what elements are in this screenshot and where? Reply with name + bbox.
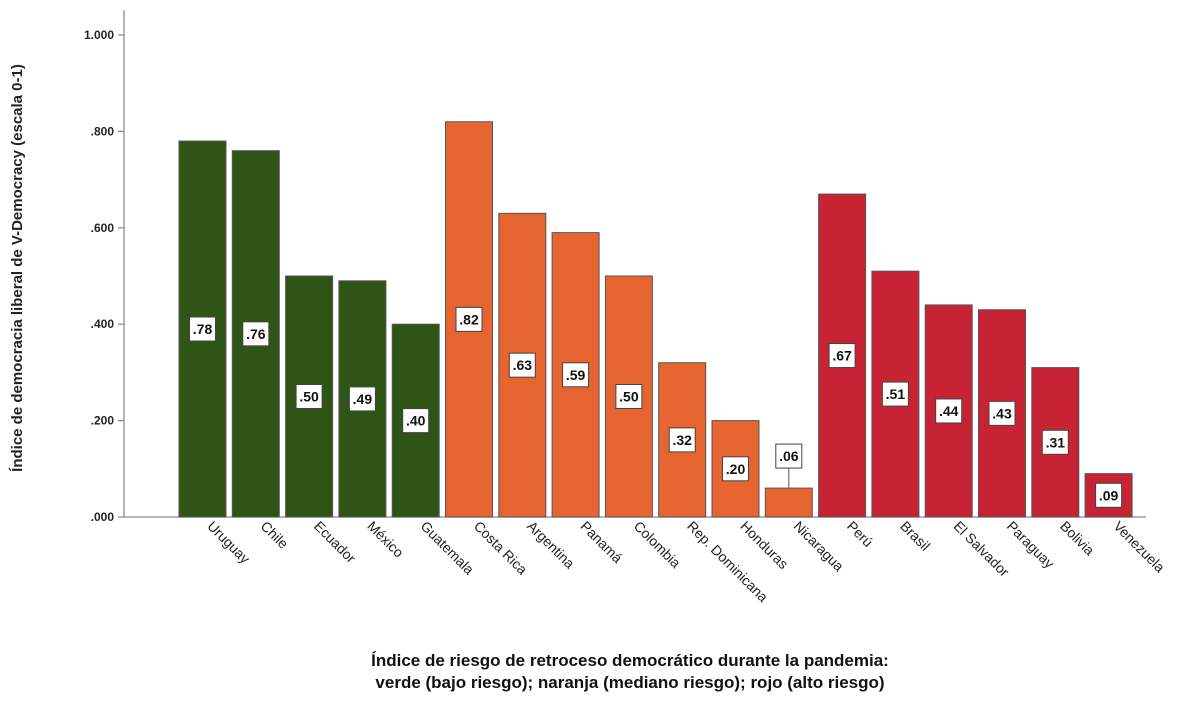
bar <box>764 487 813 518</box>
category-label: Brasil <box>897 518 933 554</box>
bars <box>178 121 1133 518</box>
data-label: .43 <box>992 405 1012 421</box>
data-label-box <box>1095 482 1123 508</box>
category-label: Nicaragua <box>791 518 848 575</box>
x-axis-title-line-2: verde (bajo riesgo); naranja (mediano ri… <box>375 673 885 692</box>
data-label-box <box>508 352 536 378</box>
data-label-box <box>295 384 323 409</box>
data-label: .76 <box>246 326 266 342</box>
category-label: Panamá <box>577 518 625 566</box>
data-label: .51 <box>886 386 906 402</box>
data-label-box <box>775 443 803 469</box>
data-label-box <box>881 381 909 407</box>
data-label: .09 <box>1099 487 1119 503</box>
data-label-box <box>1041 429 1069 455</box>
category-label: El Salvador <box>951 518 1013 580</box>
category-label: Costa Rica <box>471 518 531 578</box>
data-label-box <box>348 386 376 412</box>
data-label: .78 <box>193 321 213 337</box>
y-tick-label: .800 <box>91 124 115 138</box>
category-label: Honduras <box>737 518 791 572</box>
data-label: .82 <box>459 311 479 327</box>
data-label-box <box>988 400 1016 426</box>
y-tick-label: .600 <box>91 221 115 235</box>
y-tick-label: .000 <box>91 510 115 524</box>
data-label-box <box>615 384 643 409</box>
data-label-box <box>828 343 856 369</box>
data-label-box <box>402 408 430 434</box>
data-label: .32 <box>672 432 692 448</box>
data-label-box <box>668 427 696 453</box>
data-label: .50 <box>299 389 319 405</box>
y-tick-label: 1.000 <box>84 28 114 42</box>
data-label: .40 <box>406 413 426 429</box>
category-label: Bolivia <box>1057 518 1098 559</box>
category-label: Guatemala <box>418 518 478 578</box>
category-label: Venezuela <box>1110 518 1168 576</box>
y-axis-title: Índice de democracia liberal de V-Democr… <box>9 64 26 472</box>
data-label: .20 <box>726 461 746 477</box>
x-axis-categories: Uruguay Chile Ecuador México GuatemalaCosta … <box>204 518 1168 605</box>
category-label: Chile <box>258 518 292 552</box>
data-label: .31 <box>1046 434 1066 450</box>
data-label: .44 <box>939 403 959 419</box>
data-labels: .78 .76 .50 .49 .40 .82 .63 .59 .50 .32 .20 .06 .67.… <box>189 306 1123 508</box>
data-label: .67 <box>832 348 852 364</box>
data-label: .59 <box>566 367 586 383</box>
data-label: .63 <box>513 357 533 373</box>
data-label-box <box>242 321 270 347</box>
category-label: Paraguay <box>1004 518 1058 572</box>
category-label: Ecuador <box>311 518 359 566</box>
data-label: .49 <box>353 391 373 407</box>
category-label: Argentina <box>524 518 578 572</box>
data-label: .06 <box>779 448 799 464</box>
data-label-box <box>455 306 483 332</box>
y-tick-label: .200 <box>91 414 115 428</box>
data-label-box <box>562 362 590 388</box>
y-tick-label: .400 <box>91 317 115 331</box>
category-label: México <box>364 518 407 561</box>
category-label: Colombia <box>631 518 684 571</box>
x-axis-title: Índice de riesgo de retroceso democrátic… <box>200 650 1060 694</box>
data-label-box <box>935 398 963 424</box>
data-label: .50 <box>619 389 639 405</box>
data-label-box <box>189 316 216 342</box>
data-label-box <box>722 456 749 482</box>
category-label: Perú <box>844 518 876 550</box>
x-axis-title-line-1: Índice de riesgo de retroceso democrátic… <box>371 651 889 670</box>
category-label: Uruguay <box>204 518 253 567</box>
